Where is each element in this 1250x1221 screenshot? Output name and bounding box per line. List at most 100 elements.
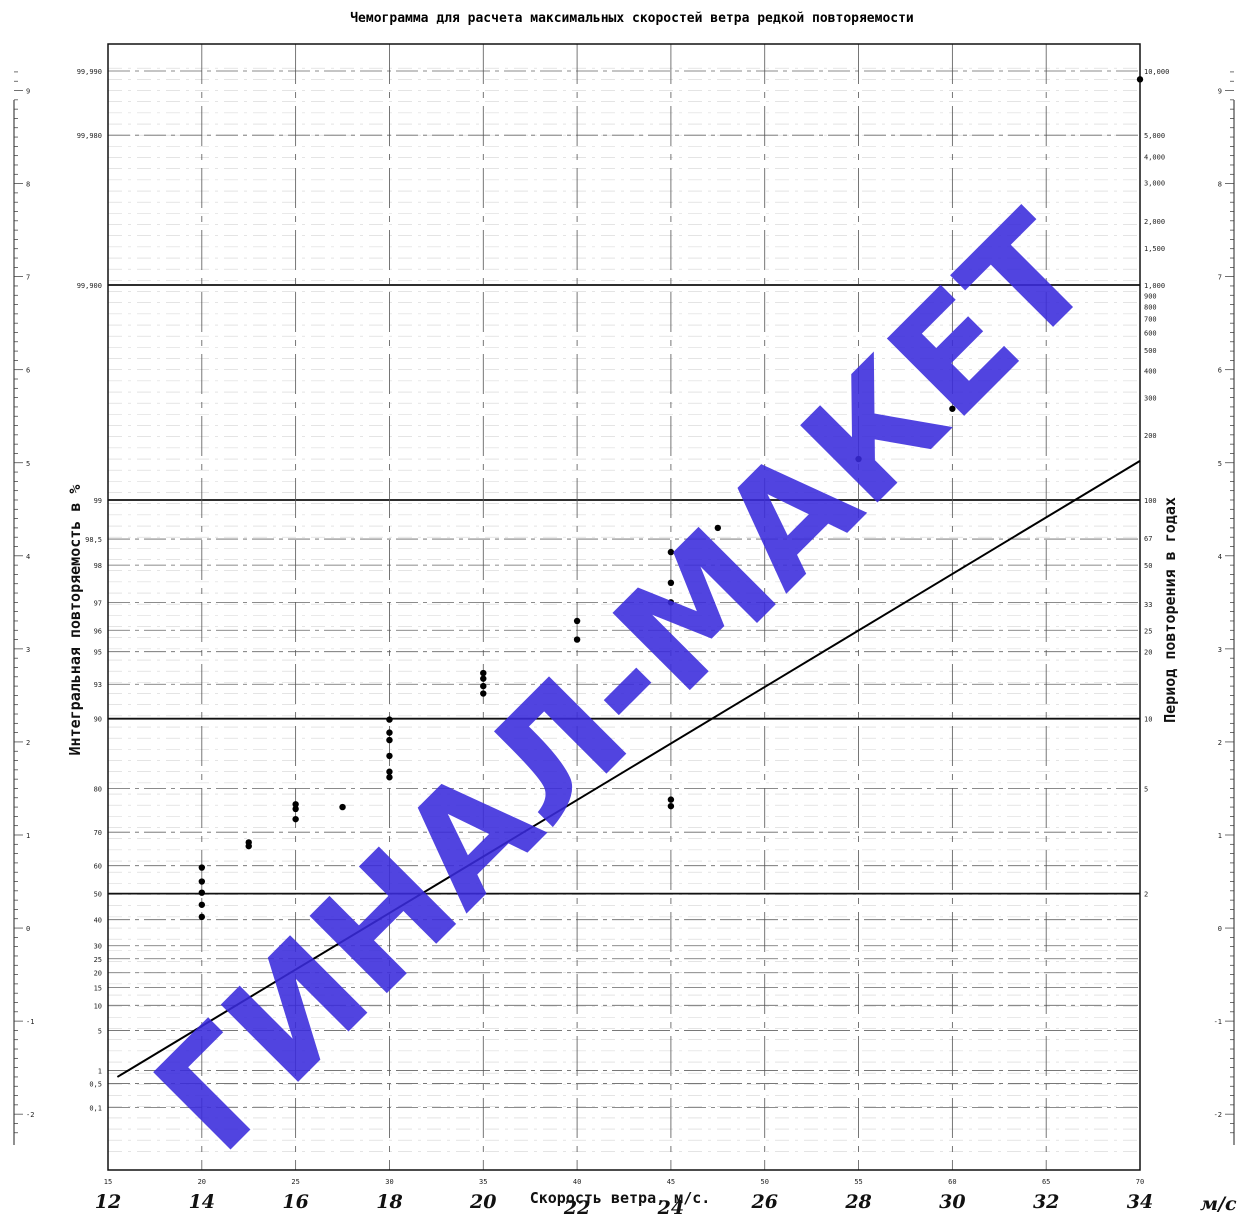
right-side-scale-label: 0 (1218, 925, 1222, 933)
data-point (573, 636, 581, 643)
x-tick-label-handwritten: 28 (844, 1191, 871, 1213)
right-side-scale-label: 5 (1218, 460, 1222, 468)
y-tick-label-left: 15 (94, 985, 102, 993)
data-point (386, 752, 393, 760)
y-tick-label-right: 400 (1144, 368, 1157, 376)
left-side-scale-label: 4 (26, 553, 30, 561)
axes (107, 43, 1141, 1171)
y-tick-label-right: 900 (1144, 292, 1157, 300)
x-tick-label-handwritten: 30 (939, 1191, 965, 1213)
y-tick-label-right: 500 (1144, 347, 1157, 355)
y-tick-label-left: 98 (94, 562, 102, 570)
data-point (480, 682, 487, 690)
y-tick-label-right: 200 (1144, 432, 1157, 440)
right-side-scale-label: 9 (1218, 88, 1222, 96)
left-side-scale-label: 8 (26, 181, 30, 189)
y-tick-label-left: 99,980 (77, 132, 102, 140)
y-tick-label-right: 800 (1144, 303, 1157, 311)
y-tick-label-left: 90 (94, 716, 102, 724)
right-side-scale-label: 6 (1218, 367, 1222, 375)
x-tick-label-handwritten: 34 (1127, 1191, 1153, 1213)
data-point (386, 768, 393, 775)
data-point (667, 548, 675, 556)
data-point (1136, 76, 1144, 83)
x-tick-label-handwritten: 12 (95, 1191, 121, 1213)
y-tick-label-right: 5 (1144, 785, 1148, 793)
data-point (198, 878, 206, 885)
data-points (198, 76, 1144, 921)
x-unit-fragment: м/с (1200, 1193, 1237, 1215)
y-tick-label-left: 97 (94, 599, 102, 607)
y-tick-label-right: 33 (1144, 601, 1152, 609)
y-tick-label-left: 40 (94, 917, 102, 925)
left-side-scale-label: 7 (26, 274, 30, 282)
y-tick-label-left: 5 (98, 1027, 102, 1035)
y-tick-label-left: 96 (94, 627, 102, 635)
data-point (573, 617, 581, 625)
left-side-scale-label: 2 (26, 739, 30, 747)
y-tick-label-left: 20 (94, 970, 102, 978)
y-tick-label-right: 10,000 (1144, 68, 1169, 76)
data-point (292, 801, 299, 808)
x-tick-label-printed: 40 (573, 1178, 581, 1186)
x-tick-label-printed: 30 (385, 1178, 393, 1186)
data-point (339, 803, 346, 811)
y-tick-label-left: 60 (94, 863, 102, 871)
y-tick-label-left: 99 (94, 497, 102, 505)
data-point (386, 774, 393, 781)
left-side-scale-label: 0 (26, 925, 30, 933)
data-point (198, 913, 206, 921)
y-tick-label-right: 50 (1144, 562, 1152, 570)
y-tick-label-left: 80 (94, 785, 102, 793)
x-tick-label-printed: 15 (104, 1178, 112, 1186)
y-tick-label-right: 3,000 (1144, 180, 1165, 188)
x-tick-label-handwritten: 24 (657, 1197, 684, 1219)
y-tick-label-left: 95 (94, 649, 102, 657)
left-side-scale-label: 1 (26, 832, 30, 840)
y-tick-label-right: 10 (1144, 716, 1152, 724)
y-tick-label-right: 67 (1144, 535, 1152, 543)
x-tick-label-handwritten: 18 (376, 1191, 402, 1213)
chart-title: Чемограмма для расчета максимальных скор… (350, 11, 914, 26)
data-point (386, 716, 393, 723)
right-side-scale-label: 3 (1218, 646, 1222, 654)
y-tick-label-right: 700 (1144, 316, 1157, 324)
x-tick-label-handwritten: 16 (282, 1191, 308, 1213)
left-side-scale-label: -2 (26, 1111, 34, 1119)
y-tick-label-left: 98,5 (85, 536, 102, 544)
y-tick-label-left: 0,1 (89, 1105, 102, 1113)
data-point (949, 405, 956, 412)
data-point (714, 524, 722, 532)
x-tick-label-printed: 35 (479, 1178, 487, 1186)
x-axis-label: Скорость ветра, м/с. (530, 1189, 711, 1207)
x-tick-label-printed: 60 (948, 1178, 956, 1186)
right-side-scale-label: 2 (1218, 739, 1222, 747)
y-tick-label-right: 2,000 (1144, 218, 1165, 226)
data-point (292, 815, 299, 823)
y-tick-label-right: 20 (1144, 649, 1152, 657)
data-point (198, 901, 206, 908)
x-tick-label-handwritten: 26 (751, 1191, 778, 1213)
data-point (198, 889, 206, 896)
right-side-scale-label: 4 (1218, 553, 1222, 561)
x-tick-label-printed: 50 (761, 1178, 769, 1186)
y-axis-label-right: Период повторения в годах (1161, 497, 1179, 723)
x-tick-label-handwritten: 32 (1033, 1191, 1059, 1213)
y-tick-label-right: 25 (1144, 627, 1152, 635)
y-tick-label-left: 50 (94, 891, 102, 899)
y-tick-label-left: 1 (98, 1067, 102, 1075)
right-side-scale-label: -1 (1214, 1018, 1222, 1026)
tick-labels: 99,990 99,980 99,900 99 98,5 98 97 96 95 93 90 80 70… (77, 68, 1170, 1219)
data-point (855, 455, 862, 463)
data-point (480, 675, 487, 682)
y-tick-label-right: 4,000 (1144, 154, 1165, 162)
left-side-scale-label: 5 (26, 460, 30, 468)
left-side-scale-label: 9 (26, 88, 30, 96)
y-tick-label-right: 2 (1144, 891, 1148, 899)
data-point (667, 802, 675, 810)
data-point (386, 736, 393, 744)
y-tick-label-left: 0,5 (89, 1080, 102, 1088)
y-tick-label-left: 99,900 (77, 282, 102, 290)
y-tick-label-right: 5,000 (1144, 132, 1165, 140)
